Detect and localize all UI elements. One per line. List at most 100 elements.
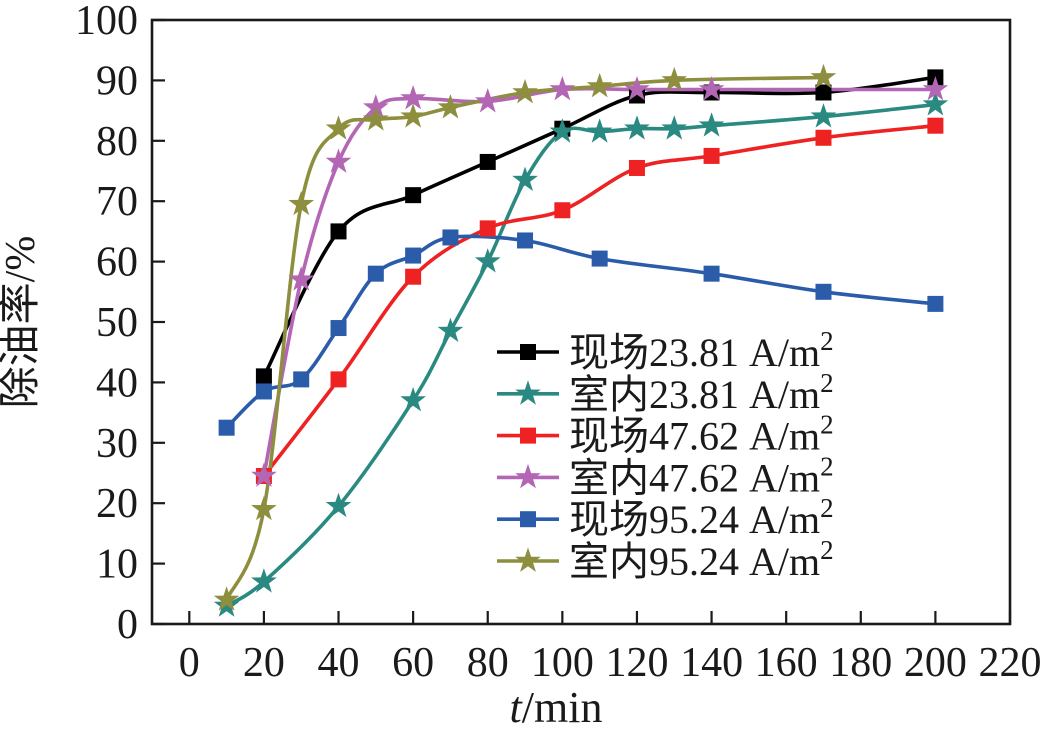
- y-tick-label: 40: [96, 360, 138, 406]
- legend-label-superscript: 2: [820, 368, 834, 398]
- legend-square-icon: [520, 344, 536, 360]
- series-5-point: [586, 72, 613, 98]
- series-3-point: [549, 76, 576, 101]
- series-4-point: [442, 229, 459, 246]
- series-5-point: [810, 63, 837, 89]
- y-tick-label: 20: [96, 481, 138, 527]
- series-1-point: [325, 492, 352, 518]
- y-tick-label: 90: [96, 58, 138, 104]
- legend-square-icon: [520, 511, 536, 528]
- y-tick-label: 60: [96, 240, 138, 286]
- series-3-point: [288, 266, 315, 291]
- series-5-point: [512, 79, 538, 104]
- y-tick-label: 70: [96, 179, 138, 225]
- series-5-point: [363, 106, 389, 131]
- legend-label-superscript: 2: [820, 493, 834, 523]
- series-2-point: [330, 371, 347, 388]
- legend-label-base: 现场47.62 A/m: [569, 414, 820, 459]
- legend-item-3: 室内47.62 A/m2: [497, 451, 834, 500]
- series-2-point: [628, 159, 645, 176]
- series-4-markers: [218, 229, 944, 436]
- x-tick-label: 100: [531, 640, 594, 686]
- x-axis-title: t/min: [510, 683, 603, 732]
- series-4-point: [927, 295, 944, 312]
- legend-label-base: 现场23.81 A/m: [569, 330, 820, 375]
- legend-label: 现场47.62 A/m2: [569, 410, 834, 459]
- series-5-markers: [213, 63, 837, 611]
- series-1-point: [549, 118, 576, 143]
- legend-label-base: 室内95.24 A/m: [569, 539, 820, 584]
- series-0-point: [405, 187, 422, 204]
- legend-square-icon: [520, 427, 536, 444]
- series-4-point: [293, 371, 310, 388]
- legend-label-base: 现场95.24 A/m: [569, 497, 820, 542]
- y-tick-label: 30: [96, 421, 138, 467]
- series-3-point: [251, 462, 277, 487]
- series-2-point: [554, 202, 571, 219]
- series-5-point: [437, 94, 464, 119]
- series-1-point: [474, 248, 501, 273]
- x-tick-label: 140: [680, 640, 743, 686]
- legend-label: 现场95.24 A/m2: [569, 493, 834, 542]
- x-tick-label: 40: [318, 640, 360, 686]
- series-4-point: [517, 232, 534, 249]
- series-3-point: [325, 148, 352, 173]
- series-1-point: [698, 112, 725, 137]
- series-1-point: [810, 103, 837, 128]
- legend-item-0: 现场23.81 A/m2: [497, 326, 834, 375]
- legend-star-icon: [515, 547, 541, 572]
- series-4-point: [591, 250, 608, 267]
- y-axis-title: 除油率/%: [0, 236, 44, 409]
- series-1-point: [661, 115, 688, 140]
- series-1-point: [512, 166, 538, 191]
- series-4-point: [405, 247, 422, 264]
- series-1-point: [251, 568, 277, 593]
- x-axis-title-symbol: t: [510, 683, 524, 732]
- series-5-line: [224, 75, 826, 602]
- x-tick-label: 220: [979, 640, 1042, 686]
- series-4-point: [703, 265, 720, 282]
- legend-label: 现场23.81 A/m2: [569, 326, 834, 375]
- legend-label-superscript: 2: [820, 410, 834, 440]
- legend-label: 室内95.24 A/m2: [569, 535, 834, 584]
- series-markers: [213, 63, 949, 617]
- series-2-point: [405, 268, 422, 285]
- x-tick-label: 200: [904, 640, 967, 686]
- legend-star-icon: [515, 463, 541, 489]
- x-tick-label: 20: [243, 640, 285, 686]
- series-0-point: [255, 368, 272, 385]
- legend-item-5: 室内95.24 A/m2: [497, 535, 834, 584]
- series-3-point: [922, 76, 949, 101]
- series-1-point: [437, 317, 464, 342]
- x-axis-title-unit: /min: [522, 683, 603, 732]
- series-5-point: [288, 190, 315, 216]
- series-0-point: [330, 223, 347, 240]
- series-4-point: [330, 320, 347, 337]
- legend-label-base: 室内23.81 A/m: [569, 372, 820, 417]
- legend-star-icon: [515, 380, 541, 405]
- y-tick-label: 50: [96, 300, 138, 346]
- series-3-point: [363, 94, 389, 119]
- series-3-point: [474, 88, 501, 113]
- series-5-point: [661, 66, 688, 92]
- x-tick-label: 160: [755, 640, 818, 686]
- y-tick-label: 10: [96, 542, 138, 588]
- series-3-point: [698, 76, 725, 101]
- legend-label-base: 室内47.62 A/m: [569, 455, 820, 500]
- series-5-point: [400, 103, 426, 128]
- x-tick-label: 120: [605, 640, 668, 686]
- series-4-point: [815, 283, 832, 300]
- series-5-point: [213, 586, 240, 611]
- series-1-point: [586, 118, 613, 143]
- series-3-markers: [251, 76, 949, 487]
- series-3-point: [400, 85, 426, 110]
- y-tick-label: 0: [117, 602, 138, 648]
- legend-label-superscript: 2: [820, 535, 834, 565]
- series-1-point: [400, 387, 426, 412]
- x-tick-label: 80: [467, 640, 509, 686]
- legend-label-superscript: 2: [820, 326, 834, 356]
- series-4-point: [218, 419, 235, 436]
